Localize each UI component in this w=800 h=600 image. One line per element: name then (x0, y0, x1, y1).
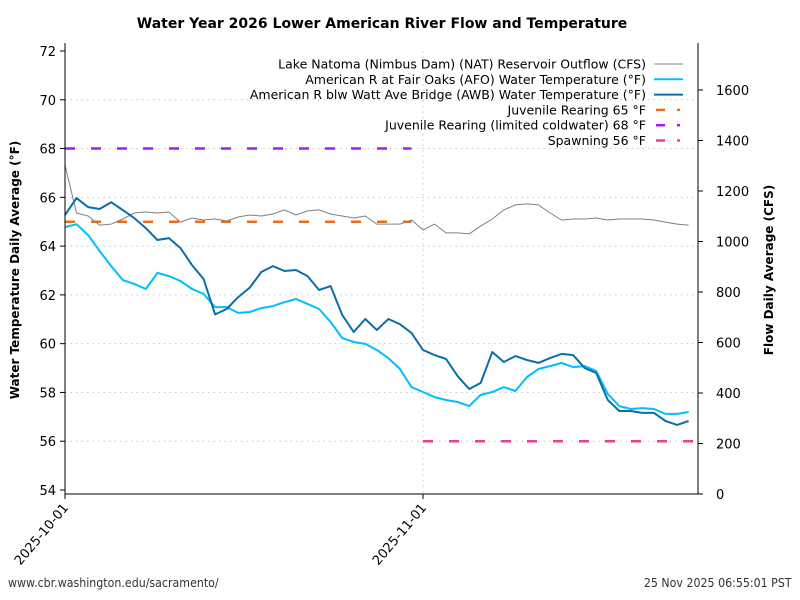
legend-label: Juvenile Rearing 65 °F (507, 102, 646, 117)
legend-label: Juvenile Rearing (limited coldwater) 68 … (384, 118, 646, 133)
y-tick-label: 64 (39, 240, 56, 255)
legend: Lake Natoma (Nimbus Dam) (NAT) Reservoir… (250, 57, 683, 148)
y-tick-label: 72 (39, 45, 56, 60)
legend-label: Spawning 56 °F (548, 133, 646, 148)
x-tick-label: 2025-10-01 (12, 501, 72, 569)
threshold-lines (65, 147, 698, 443)
legend-label: Lake Natoma (Nimbus Dam) (NAT) Reservoir… (278, 57, 646, 72)
timestamp: 25 Nov 2025 06:55:01 PST (644, 576, 792, 590)
y2-tick-label: 400 (716, 387, 741, 402)
y-tick-label: 68 (39, 143, 56, 158)
x-tick-label: 2025-11-01 (370, 501, 430, 569)
chart-title: Water Year 2026 Lower American River Flo… (137, 16, 628, 32)
y2-tick-label: 1600 (716, 84, 749, 99)
y2-tick-label: 0 (716, 488, 724, 503)
series-line (64, 197, 689, 426)
y-tick-label: 62 (39, 289, 56, 304)
y-tick-label: 58 (39, 386, 56, 401)
y2-tick-label: 1200 (716, 185, 749, 200)
legend-label: American R at Fair Oaks (AFO) Water Temp… (305, 72, 646, 87)
series-line (64, 223, 689, 415)
y-tick-label: 60 (39, 338, 56, 353)
series-lines (64, 164, 689, 426)
legend-label: American R blw Watt Ave Bridge (AWB) Wat… (250, 87, 646, 102)
y-tick-label: 70 (39, 94, 56, 109)
y2-axis-label: Flow Daily Average (CFS) (762, 185, 776, 355)
y-axis-label: Water Temperature Daily Average (°F) (8, 141, 22, 400)
y2-tick-label: 800 (716, 286, 741, 301)
y-tick-label: 54 (39, 484, 56, 499)
series-line (64, 164, 689, 235)
source-url: www.cbr.washington.edu/sacramento/ (8, 576, 219, 590)
y-tick-label: 66 (39, 191, 56, 206)
y2-tick-label: 600 (716, 337, 741, 352)
y2-tick-label: 1000 (716, 236, 749, 251)
y2-tick-label: 200 (716, 438, 741, 453)
y-tick-label: 56 (39, 435, 56, 450)
y2-tick-label: 1400 (716, 135, 749, 150)
